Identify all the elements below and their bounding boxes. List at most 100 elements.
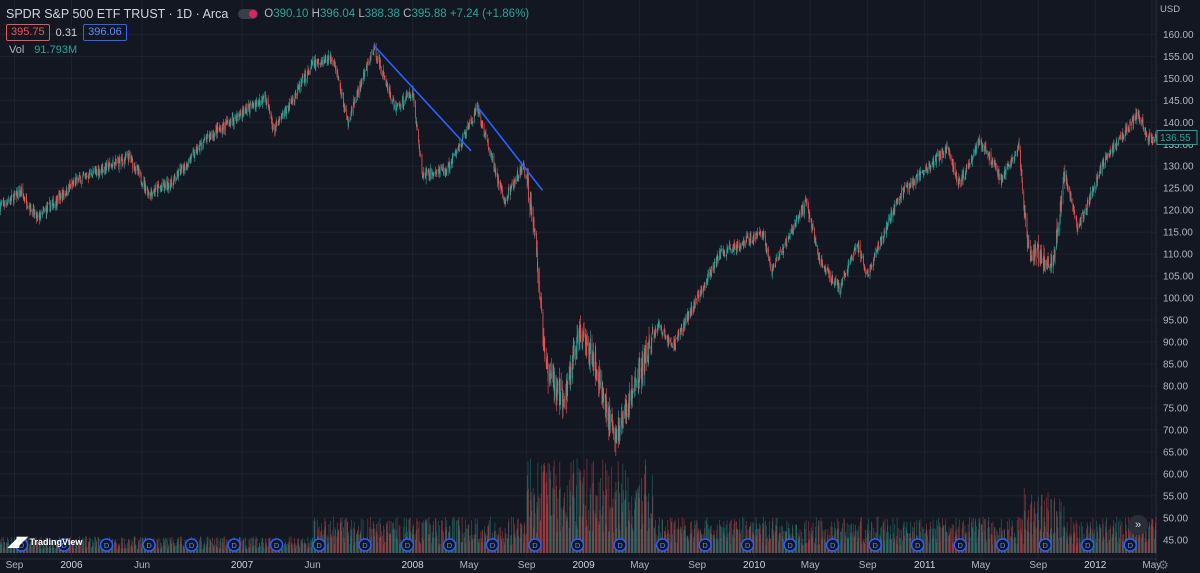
candle-body [556,393,557,400]
candle-body [186,162,187,170]
volume-bar [1041,494,1042,553]
volume-bar [1046,508,1048,553]
volume-bar [638,498,640,553]
candle-body [396,104,398,107]
candle-body [645,348,647,360]
volume-bar [686,536,688,553]
candle-body [905,185,907,187]
candle-body [436,172,437,174]
candle-body [759,229,761,233]
candle-body [238,112,240,118]
volume-bar [331,530,333,553]
volume-bar [565,512,567,553]
volume-bar [1092,517,1094,553]
candle-body [7,202,8,205]
volume-bar [40,536,42,553]
candle-body [121,157,123,160]
volume-bar [414,540,416,553]
candle-body [92,174,93,177]
volume-bar [207,541,208,553]
volume-bar [326,534,328,553]
candle-body [573,349,575,353]
volume-bar [135,544,136,553]
candle-body [1031,257,1033,261]
candle-body [161,182,163,189]
candle-body [155,186,156,191]
volume-bar [713,529,715,553]
candle-body [985,146,987,153]
candle-body [664,329,665,331]
volume-bar [658,517,660,553]
volume-bar [717,541,719,553]
candle-body [359,82,361,88]
candle-body [613,427,614,433]
candle-body [258,97,260,104]
volume-bar [197,543,199,553]
volume-bar [648,528,650,553]
volume-bar [883,522,884,553]
volume-bar [536,501,538,553]
candle-body [81,176,83,180]
volume-bar [896,535,898,553]
candle-body [485,132,486,134]
candle-body [444,169,446,176]
candle-body [515,179,516,182]
volume-bar [904,535,906,553]
candle-body [265,94,267,102]
candle-body [276,121,277,124]
volume-bar [14,537,15,553]
candle-body [616,429,618,431]
volume-bar [71,546,73,553]
volume-bar [29,543,30,553]
candle-body [698,294,699,299]
volume-bar [763,523,765,553]
candle-body [755,237,756,240]
volume-bar [987,520,989,553]
candle-body [998,169,999,175]
candle-body [356,91,358,101]
volume-bar [555,474,557,553]
volume-bar [294,542,296,553]
candle-body [251,102,253,108]
candle-body [243,112,244,115]
candle-body [37,215,39,217]
volume-bar [504,541,506,553]
candle-body [190,155,192,162]
candle-body [673,340,675,346]
candle-body [437,170,439,172]
candle-body [617,428,619,441]
volume-bar [562,526,563,553]
volume-bar [36,540,37,553]
volume-bar [462,542,463,553]
volume-bar [562,509,564,553]
candle-body [179,168,181,170]
volume-bar [628,521,630,553]
volume-bar [549,464,550,553]
candle-body [344,107,346,110]
volume-bar [1021,518,1023,553]
candle-body [830,272,832,280]
candle-body [214,132,215,139]
volume-bar [432,537,434,553]
candle-body [521,165,522,173]
volume-bar [955,517,957,553]
candle-body [577,333,578,343]
candle-body [788,235,790,238]
volume-bar [1028,510,1029,553]
volume-bar [723,528,725,553]
candle-body [615,435,617,443]
volume-bar [328,524,330,553]
volume-bar [257,547,259,553]
candle-body [347,115,348,120]
volume-bar [140,536,142,553]
volume-bar [641,478,642,553]
volume-bar [589,487,591,553]
volume-bar [624,500,626,553]
candle-body [261,100,263,104]
candle-body [193,152,195,157]
volume-bar [817,525,819,553]
volume-bar [939,542,941,553]
candle-body [102,170,104,173]
volume-bar [307,536,309,553]
